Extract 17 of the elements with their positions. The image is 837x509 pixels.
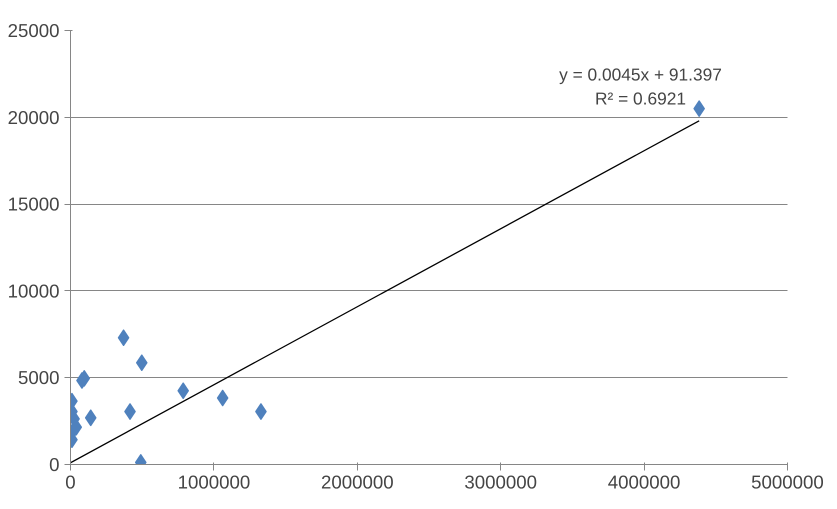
y-tick-label: 20000 [8,106,60,128]
y-tick-label: 15000 [8,194,60,215]
y-tick-label: 0 [49,454,60,475]
point [177,382,190,400]
y-tick-label: 10000 [8,280,60,302]
point [136,354,148,372]
point [84,409,97,426]
x-tick-label: 4000000 [608,472,680,492]
x-tick-label: 0 [65,472,76,492]
y-tick-label: 5000 [18,367,60,388]
x-tick-label: 1000000 [178,472,250,492]
y-tick-label: 25000 [8,20,60,41]
x-tick-label: 5000000 [751,472,824,492]
annotation: y = 0.0045x + 91.397 [559,64,722,84]
x-tick-label: 2000000 [320,472,394,492]
x-tick-label: 3000000 [464,472,538,492]
annotation: R² = 0.6921 [594,88,686,108]
